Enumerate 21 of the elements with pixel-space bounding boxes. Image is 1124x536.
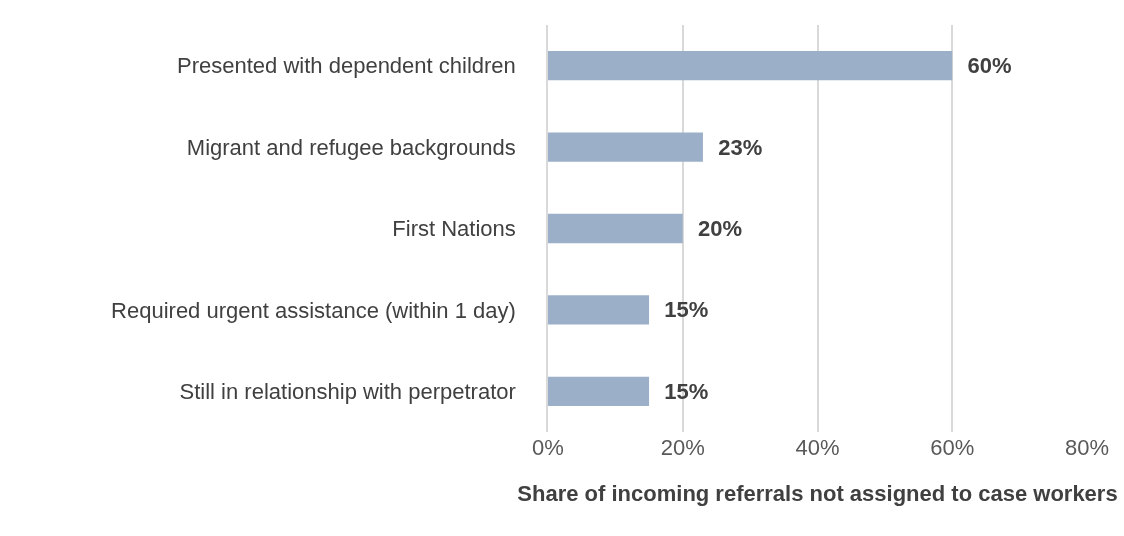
y-tick-label: Still in relationship with perpetrator <box>179 379 516 404</box>
data-label: 15% <box>652 297 709 323</box>
data-label: 20% <box>685 216 743 241</box>
x-axis-title: Share of incoming referrals not assigned to case workers <box>517 480 1118 506</box>
x-tick-label: 80% <box>1064 435 1110 460</box>
bar <box>548 132 703 162</box>
bar <box>548 376 650 406</box>
bar <box>548 213 683 244</box>
data-label: 60% <box>955 53 1012 79</box>
x-tick-label: 40% <box>795 435 840 460</box>
y-tick-label: Migrant and refugee backgrounds <box>186 134 516 160</box>
data-label: 23% <box>705 134 763 160</box>
data-label: 15% <box>652 378 709 404</box>
x-tick-label: 20% <box>660 435 705 460</box>
bar <box>548 51 953 81</box>
bar <box>548 295 650 325</box>
y-tick-label: First Nations <box>392 216 516 242</box>
x-tick-label: 60% <box>930 435 975 460</box>
x-tick-label: 0% <box>532 435 564 460</box>
y-tick-label: Required urgent assistance (within 1 day) <box>111 297 516 323</box>
y-tick-label: Presented with dependent children <box>177 53 516 79</box>
